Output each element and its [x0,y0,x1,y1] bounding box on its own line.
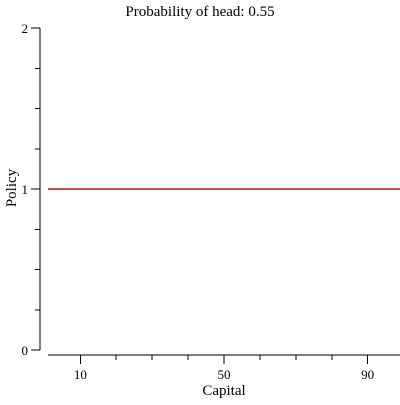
x-tick-label: 90 [361,367,374,382]
y-tick-label: 2 [22,21,29,36]
ticks: 0 1 2 10 50 90 [22,21,375,382]
y-tick-label: 1 [22,182,29,197]
y-axis-label: Policy [4,168,20,207]
chart-title: Probability of head: 0.55 [125,4,274,20]
x-tick-label: 50 [218,367,231,382]
y-tick-label: 0 [22,343,29,358]
x-axis-label: Capital [202,383,245,399]
x-tick-label: 10 [74,367,87,382]
axes [39,28,400,356]
